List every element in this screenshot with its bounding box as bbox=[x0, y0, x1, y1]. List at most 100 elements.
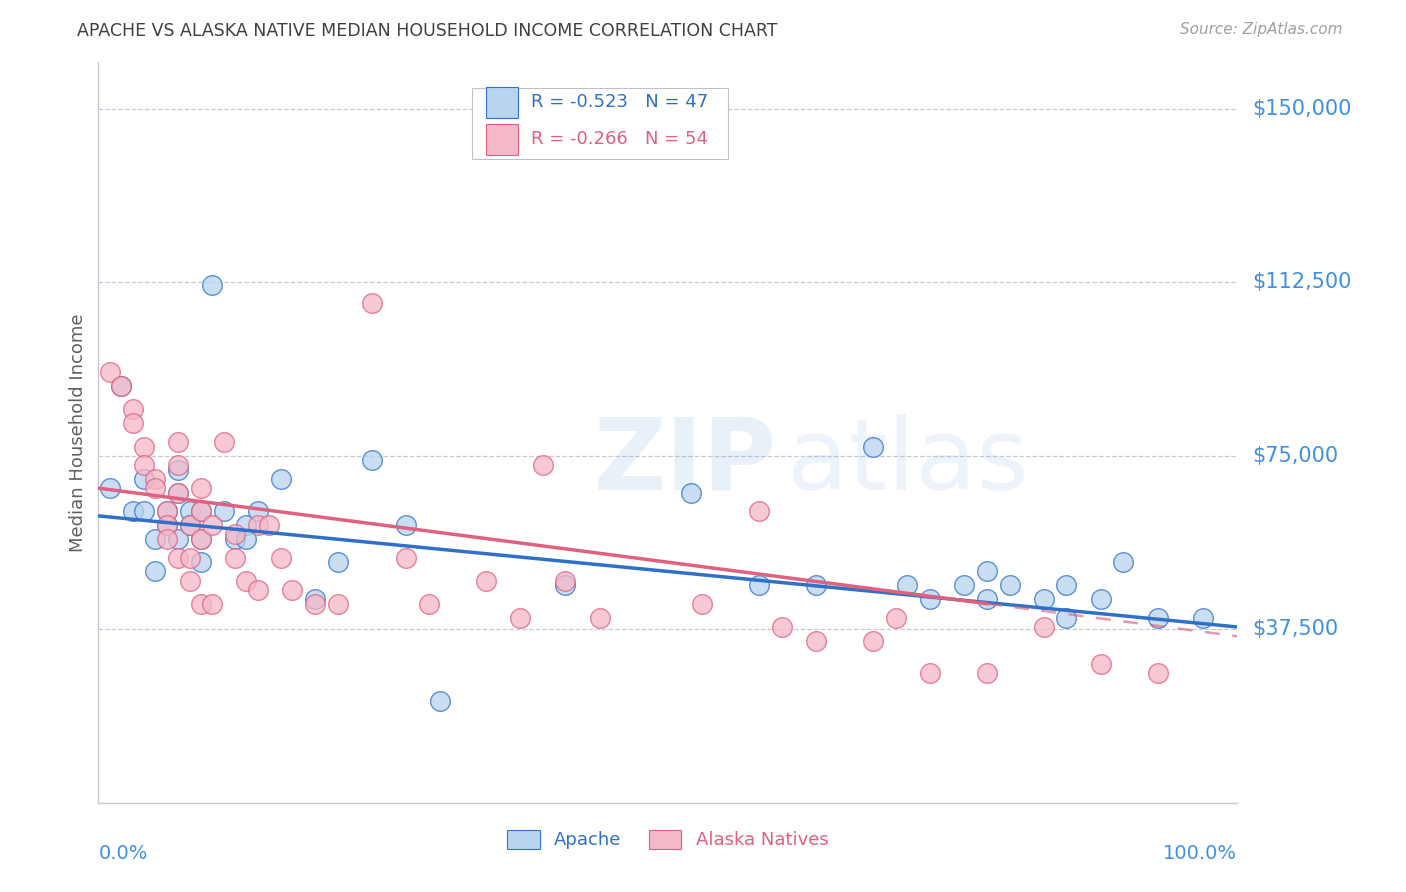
Text: $75,000: $75,000 bbox=[1253, 446, 1339, 466]
Point bbox=[474, 574, 496, 588]
Text: R = -0.266   N = 54: R = -0.266 N = 54 bbox=[531, 130, 709, 148]
Bar bbox=[485, 87, 517, 118]
Point bbox=[145, 472, 167, 486]
Point bbox=[212, 434, 235, 449]
Text: Source: ZipAtlas.com: Source: ZipAtlas.com bbox=[1180, 22, 1343, 37]
Point bbox=[976, 565, 998, 579]
Point bbox=[304, 597, 326, 611]
Point bbox=[554, 574, 576, 588]
Point bbox=[679, 485, 702, 500]
Point bbox=[190, 481, 212, 495]
Point bbox=[918, 592, 941, 607]
Point bbox=[554, 578, 576, 592]
Point bbox=[179, 518, 201, 533]
Point bbox=[132, 472, 155, 486]
Point bbox=[167, 458, 190, 472]
Point bbox=[121, 402, 143, 417]
Point bbox=[190, 504, 212, 518]
Point bbox=[156, 518, 179, 533]
Point bbox=[156, 504, 179, 518]
Point bbox=[179, 504, 201, 518]
Text: atlas: atlas bbox=[787, 414, 1029, 511]
Point bbox=[132, 440, 155, 454]
Point bbox=[804, 578, 827, 592]
Point bbox=[190, 532, 212, 546]
Point bbox=[167, 485, 190, 500]
Point bbox=[224, 532, 246, 546]
Point bbox=[121, 417, 143, 431]
Point bbox=[1054, 610, 1078, 624]
Point bbox=[270, 472, 292, 486]
Point bbox=[418, 597, 440, 611]
Point bbox=[156, 518, 179, 533]
FancyBboxPatch shape bbox=[472, 88, 728, 159]
Point bbox=[190, 597, 212, 611]
Point bbox=[235, 574, 257, 588]
Point bbox=[145, 565, 167, 579]
Point bbox=[179, 574, 201, 588]
Point bbox=[224, 527, 246, 541]
Point bbox=[246, 504, 269, 518]
Point bbox=[1032, 620, 1054, 634]
Point bbox=[360, 296, 382, 310]
Point bbox=[110, 379, 132, 393]
Point bbox=[360, 453, 382, 467]
Point bbox=[190, 555, 212, 569]
Point bbox=[509, 610, 531, 624]
Point bbox=[167, 550, 190, 565]
Point bbox=[201, 277, 224, 292]
Y-axis label: Median Household Income: Median Household Income bbox=[69, 313, 87, 552]
Point bbox=[156, 504, 179, 518]
Point bbox=[98, 366, 121, 380]
Legend: Apache, Alaska Natives: Apache, Alaska Natives bbox=[501, 823, 835, 856]
Point bbox=[1146, 610, 1168, 624]
Point bbox=[167, 532, 190, 546]
Point bbox=[224, 550, 246, 565]
Point bbox=[395, 518, 418, 533]
Point bbox=[1146, 666, 1168, 681]
Point bbox=[429, 694, 451, 708]
Point bbox=[259, 518, 281, 533]
Point bbox=[326, 597, 349, 611]
Point bbox=[281, 582, 304, 597]
Point bbox=[862, 633, 884, 648]
Point bbox=[804, 633, 827, 648]
Point bbox=[690, 597, 713, 611]
Point bbox=[132, 504, 155, 518]
Point bbox=[145, 532, 167, 546]
Point bbox=[235, 532, 257, 546]
Point bbox=[976, 592, 998, 607]
Point bbox=[862, 440, 884, 454]
Point bbox=[110, 379, 132, 393]
Point bbox=[201, 597, 224, 611]
Point bbox=[132, 458, 155, 472]
Point bbox=[953, 578, 976, 592]
Point bbox=[531, 458, 554, 472]
Point bbox=[190, 532, 212, 546]
Point bbox=[918, 666, 941, 681]
Bar bbox=[485, 124, 517, 155]
Point bbox=[1112, 555, 1135, 569]
Text: APACHE VS ALASKA NATIVE MEDIAN HOUSEHOLD INCOME CORRELATION CHART: APACHE VS ALASKA NATIVE MEDIAN HOUSEHOLD… bbox=[77, 22, 778, 40]
Point bbox=[121, 504, 143, 518]
Text: ZIP: ZIP bbox=[593, 414, 776, 511]
Point bbox=[884, 610, 907, 624]
Point bbox=[1032, 592, 1054, 607]
Point bbox=[212, 504, 235, 518]
Text: $37,500: $37,500 bbox=[1253, 619, 1339, 640]
Point bbox=[167, 485, 190, 500]
Point bbox=[270, 550, 292, 565]
Point bbox=[395, 550, 418, 565]
Point bbox=[1054, 578, 1078, 592]
Point bbox=[235, 518, 257, 533]
Point bbox=[1090, 657, 1112, 671]
Point bbox=[1192, 610, 1215, 624]
Point bbox=[190, 504, 212, 518]
Point bbox=[246, 518, 269, 533]
Text: $112,500: $112,500 bbox=[1253, 272, 1351, 293]
Point bbox=[326, 555, 349, 569]
Point bbox=[748, 578, 770, 592]
Point bbox=[167, 434, 190, 449]
Point bbox=[98, 481, 121, 495]
Point bbox=[156, 532, 179, 546]
